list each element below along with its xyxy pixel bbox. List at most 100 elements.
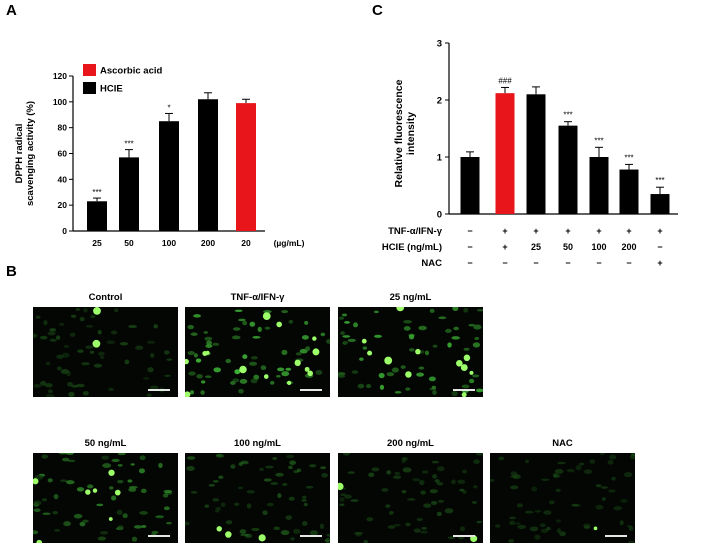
cell (237, 486, 244, 490)
cell (117, 479, 124, 484)
cell (249, 361, 258, 366)
cell (114, 308, 119, 313)
bright-cell (93, 307, 101, 315)
bar (236, 103, 256, 231)
cell (368, 472, 375, 478)
cell (67, 459, 76, 463)
y-tick-label: 100 (53, 97, 67, 107)
cell (445, 328, 452, 334)
x-tick-label: 20 (241, 238, 251, 248)
cell (44, 383, 53, 388)
scale-bar (453, 389, 475, 391)
cell (451, 336, 460, 340)
cell (620, 499, 628, 503)
cell (275, 472, 284, 477)
cell (82, 519, 89, 523)
micrograph-image (185, 307, 330, 397)
cell (242, 354, 248, 360)
scale-bar (453, 535, 475, 537)
cell (234, 309, 243, 313)
cell (405, 522, 411, 527)
cell (509, 520, 516, 526)
micrograph-title: 200 ng/mL (387, 438, 434, 449)
cell (583, 523, 591, 528)
cell (231, 335, 241, 340)
chart-a-scavenging: 0 20 40 60 80 100 120 DPPH radicalscavenging ac… (14, 64, 305, 248)
micrograph-image (185, 453, 330, 543)
cell (139, 510, 148, 515)
cell (285, 515, 293, 520)
cell (394, 523, 401, 527)
cell (473, 324, 482, 330)
cell (244, 533, 253, 538)
cell (557, 461, 566, 465)
cell (378, 372, 385, 379)
legend-label: HCIE (100, 84, 123, 95)
cell (238, 388, 244, 394)
significance-label: ### (498, 76, 512, 85)
cell (250, 378, 258, 384)
bright-cell (307, 370, 313, 377)
cell (341, 313, 348, 317)
cell (98, 351, 105, 356)
cell (304, 320, 309, 325)
cell (252, 335, 261, 339)
y-tick-label: 1 (437, 153, 443, 164)
cell (403, 319, 413, 324)
cell (418, 325, 427, 331)
cell (265, 465, 274, 469)
cell (423, 503, 432, 508)
cell (63, 344, 70, 348)
cell (139, 455, 146, 461)
cell (459, 526, 466, 532)
bright-cell (470, 535, 478, 543)
cell (62, 457, 70, 462)
cell (212, 480, 219, 483)
cell (102, 463, 112, 469)
bright-cell (85, 489, 91, 495)
cell (166, 521, 172, 525)
cell (545, 526, 551, 531)
condition-value: + (502, 226, 507, 236)
cell (128, 487, 137, 492)
legend-swatch (83, 64, 96, 76)
micrograph-title: 25 ng/mL (389, 292, 432, 303)
cell (212, 342, 220, 346)
y-tick-label: 120 (53, 71, 67, 81)
cell (33, 333, 38, 338)
bright-cell (469, 370, 474, 375)
cell (238, 318, 246, 322)
cell (285, 367, 292, 371)
cell (363, 539, 368, 543)
cell (302, 495, 307, 499)
cell (76, 487, 85, 492)
cell (93, 363, 103, 368)
cell (400, 365, 406, 369)
cell (56, 366, 62, 371)
cell (45, 393, 55, 397)
cell (109, 486, 114, 490)
condition-value: + (657, 258, 662, 268)
cell (531, 486, 538, 492)
cell (510, 485, 519, 490)
fluorescent-cells (33, 307, 173, 397)
significance-label: *** (624, 153, 633, 162)
cell (155, 515, 165, 519)
cell (451, 390, 458, 397)
cell (213, 367, 221, 373)
cell (215, 507, 221, 511)
cell (281, 371, 290, 377)
cell (468, 378, 475, 384)
cell (90, 315, 96, 319)
cell (124, 359, 130, 365)
cell (431, 385, 436, 389)
cell (67, 381, 73, 387)
cell (63, 521, 71, 527)
bright-cell (263, 374, 269, 379)
cell (453, 326, 460, 331)
cell (146, 340, 156, 344)
cell (425, 350, 430, 356)
cell (208, 484, 216, 487)
cell (623, 471, 633, 478)
cell (45, 361, 51, 366)
